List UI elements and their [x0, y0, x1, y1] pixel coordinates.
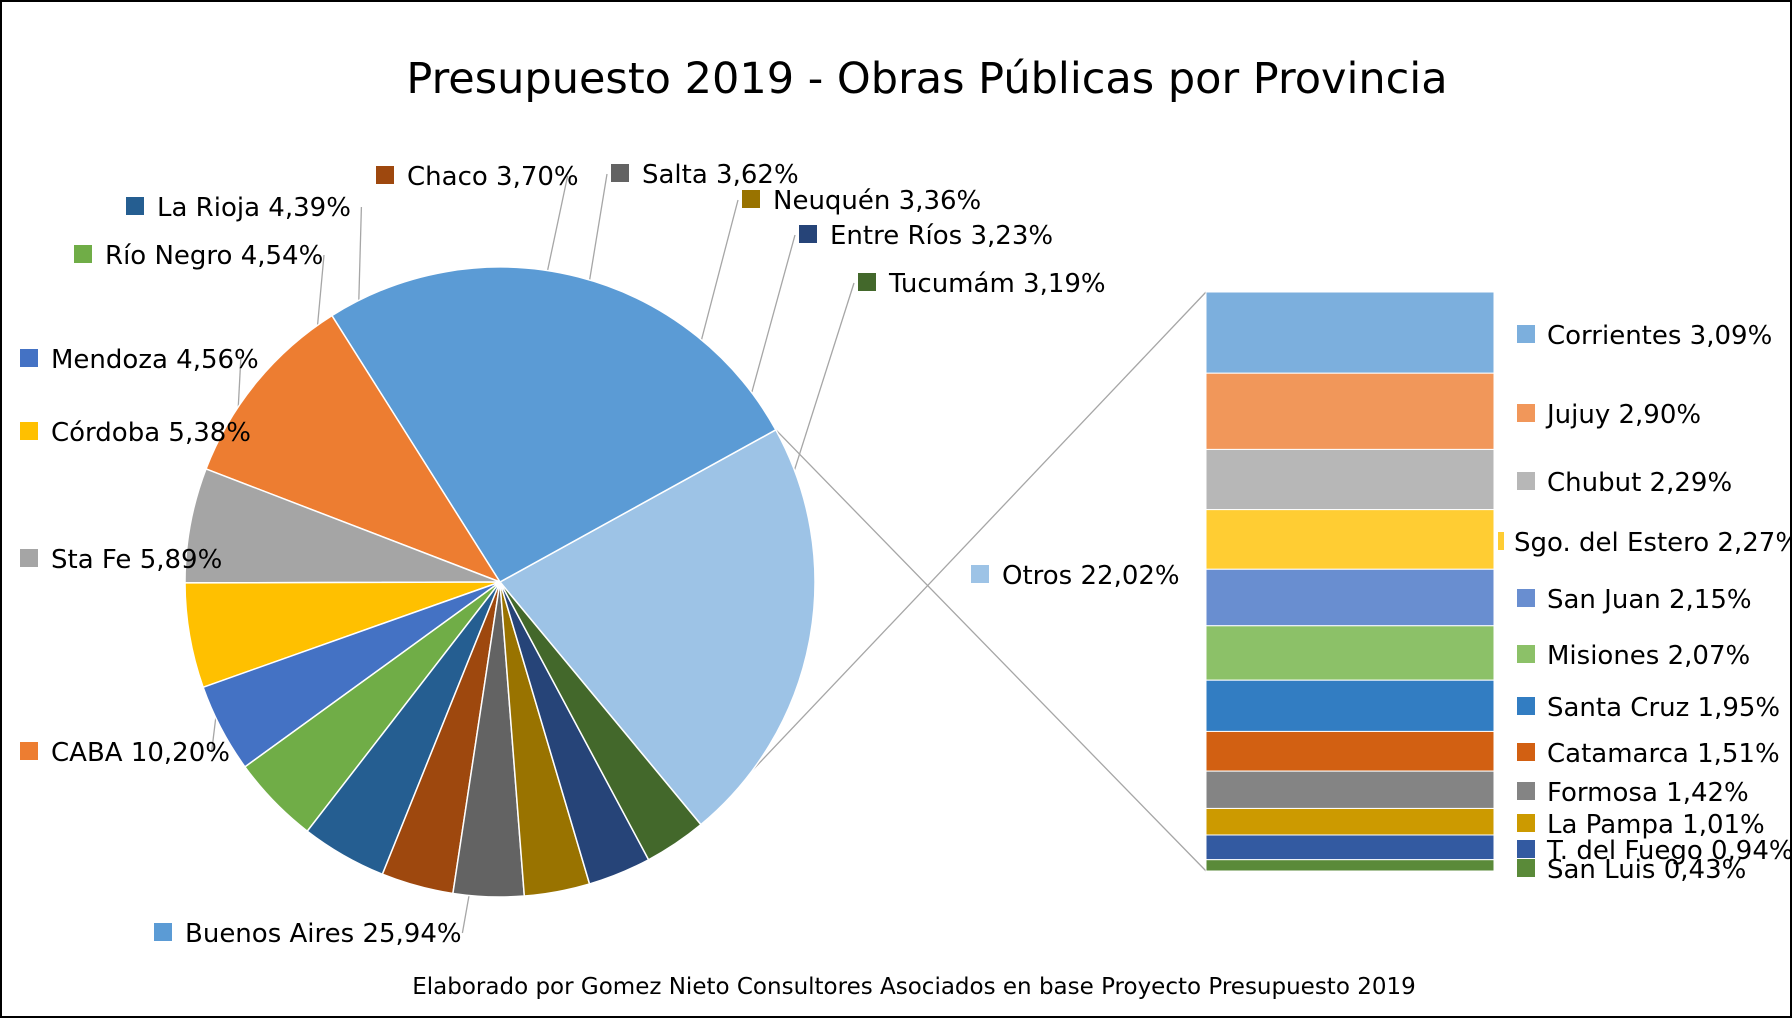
- label-key-chubut: [1517, 472, 1535, 490]
- bar-label-sgo-del-estero: Sgo. del Estero 2,27%: [1514, 528, 1792, 558]
- label-key-santa-cruz: [1517, 697, 1535, 715]
- bar-label-jujuy: Jujuy 2,90%: [1545, 400, 1701, 430]
- bar-segment-san-juan: [1205, 568, 1495, 627]
- label-key-buenos-aires: [154, 923, 172, 941]
- pie-label-neuquen: Neuquén 3,36%: [773, 186, 981, 216]
- bar-segment-sgo-del-estero: [1205, 509, 1495, 570]
- label-key-cordoba: [20, 422, 38, 440]
- bar-segment-santa-cruz: [1205, 679, 1495, 732]
- data-labels: Otros 22,02% Buenos Aires 25,94% CABA 10,2…: [20, 160, 1792, 949]
- connector-line-bottom: [775, 429, 1207, 872]
- bar-segment-jujuy: [1205, 372, 1495, 450]
- bar-label-santa-cruz: Santa Cruz 1,95%: [1547, 693, 1780, 723]
- bar-segment-formosa: [1205, 770, 1495, 809]
- label-key-sgo-del-estero: [1498, 532, 1504, 550]
- bar-label-formosa: Formosa 1,42%: [1547, 778, 1749, 808]
- bar-segment-san-luis: [1205, 859, 1495, 872]
- bar-label-corrientes: Corrientes 3,09%: [1547, 321, 1772, 351]
- label-key-corrientes: [1517, 325, 1535, 343]
- bar-segment-chubut: [1205, 448, 1495, 511]
- pie-label-sta-fe: Sta Fe 5,89%: [51, 545, 222, 575]
- label-key-salta: [611, 164, 629, 182]
- pie-label-salta: Salta 3,62%: [642, 160, 799, 190]
- bar-label-chubut: Chubut 2,29%: [1547, 468, 1732, 498]
- label-key-san-luis: [1517, 859, 1535, 877]
- pie-label-tucumam: Tucumám 3,19%: [888, 269, 1106, 299]
- label-key-entre-rios: [799, 225, 817, 243]
- label-key-neuquen: [742, 190, 760, 208]
- label-key-t-del-fuego: [1517, 840, 1535, 858]
- pie-label-buenos-aires: Buenos Aires 25,94%: [185, 919, 462, 949]
- pie: [184, 266, 816, 898]
- pie-slice-tucumam: [499, 581, 702, 861]
- pie-slice-buenos-aires: [330, 266, 777, 583]
- bar-segment-catamarca: [1205, 730, 1495, 772]
- label-key-jujuy: [1517, 404, 1535, 422]
- stacked-bar: [1205, 291, 1495, 872]
- pie-label-chaco: Chaco 3,70%: [407, 162, 579, 192]
- bar-label-la-pampa: La Pampa 1,01%: [1547, 810, 1765, 840]
- label-key-chaco: [376, 166, 394, 184]
- bar-segment-corrientes: [1205, 291, 1495, 374]
- label-key-misiones: [1517, 645, 1535, 663]
- label-key-la-rioja: [126, 197, 144, 215]
- pie-label-otros: Otros 22,02%: [1002, 561, 1180, 591]
- bar-segment-misiones: [1205, 625, 1495, 681]
- chart-title: Presupuesto 2019 - Obras Públicas por Pr…: [406, 54, 1447, 104]
- pie-label-caba: CABA 10,20%: [51, 738, 230, 768]
- label-key-mendoza: [20, 349, 38, 367]
- label-key-caba: [20, 742, 38, 760]
- label-key-la-pampa: [1517, 814, 1535, 832]
- label-key-rio-negro: [74, 245, 92, 263]
- label-key-formosa: [1517, 782, 1535, 800]
- pie-label-mendoza: Mendoza 4,56%: [51, 345, 259, 375]
- bar-label-catamarca: Catamarca 1,51%: [1547, 739, 1780, 769]
- pie-label-cordoba: Córdoba 5,38%: [51, 418, 251, 448]
- pie-label-entre-rios: Entre Ríos 3,23%: [830, 221, 1053, 251]
- pie-slice-otros: [498, 428, 816, 826]
- bar-segment-t-del-fuego: [1205, 834, 1495, 861]
- pie-label-rio-negro: Río Negro 4,54%: [105, 241, 323, 271]
- label-key-otros: [971, 565, 989, 583]
- pie-label-la-rioja: La Rioja 4,39%: [157, 193, 351, 223]
- bar-segment-la-pampa: [1205, 807, 1495, 836]
- connector-line-top: [700, 291, 1207, 826]
- label-key-sta-fe: [20, 549, 38, 567]
- bar-label-t-del-fuego: T. del Fuego 0,94%: [1546, 836, 1792, 866]
- label-key-catamarca: [1517, 743, 1535, 761]
- bar-label-san-juan: San Juan 2,15%: [1547, 585, 1752, 615]
- label-key-san-juan: [1517, 589, 1535, 607]
- bar-label-san-luis: San Luis 0,43%: [1547, 855, 1746, 885]
- label-key-tucumam: [858, 273, 876, 291]
- pie-slice-caba: [205, 314, 502, 584]
- bar-label-misiones: Misiones 2,07%: [1547, 641, 1750, 671]
- chart-source-note: Elaborado por Gomez Nieto Consultores As…: [412, 974, 1416, 1000]
